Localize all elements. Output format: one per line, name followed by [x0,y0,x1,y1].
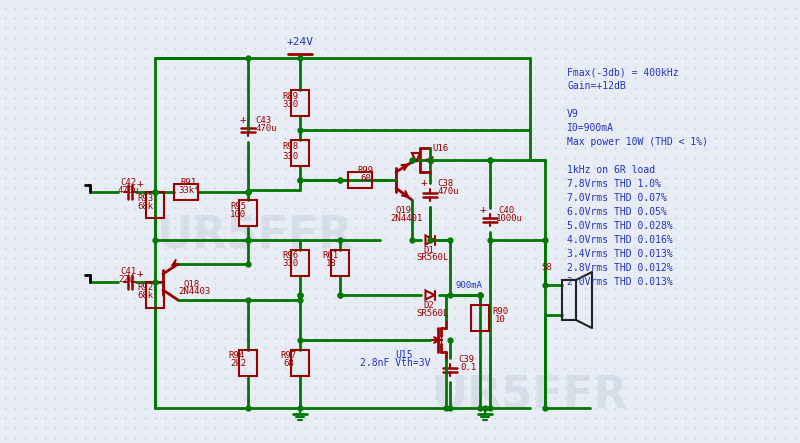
Text: R97: R97 [280,351,296,361]
Text: 3.4Vrms THD 0.013%: 3.4Vrms THD 0.013% [567,249,673,259]
Text: 2k2: 2k2 [230,360,246,369]
Text: 470u: 470u [437,187,458,195]
Text: +: + [137,179,143,189]
Bar [291,140,309,166]
Text: 330: 330 [282,100,298,109]
Text: 68k: 68k [137,202,153,210]
Text: 330: 330 [282,260,298,268]
Bar [471,305,489,331]
Bar [291,350,309,376]
Text: Q19: Q19 [395,206,411,214]
Text: U15: U15 [395,350,413,360]
Text: R90: R90 [492,307,508,315]
Text: V9: V9 [567,109,578,119]
Bar [562,280,576,320]
Text: 68: 68 [360,174,370,183]
Text: 1000u: 1000u [496,214,523,222]
Text: +: + [240,115,246,125]
Bar [174,184,198,200]
Text: 33k*: 33k* [178,186,199,194]
Text: 2.8Vrms THD 0.012%: 2.8Vrms THD 0.012% [567,263,673,273]
Text: +: + [421,178,427,188]
Text: 900mA: 900mA [455,280,482,289]
Text: 68k: 68k [137,291,153,300]
Bar [146,282,164,308]
Text: Max power 10W (THD < 1%): Max power 10W (THD < 1%) [567,137,708,147]
Text: 2.8nF Vth=3V: 2.8nF Vth=3V [360,358,430,368]
Text: 10: 10 [495,315,506,323]
Text: 5.0Vrms THD 0.028%: 5.0Vrms THD 0.028% [567,221,673,231]
Text: D1: D1 [423,245,434,254]
Text: UR5FFR: UR5FFR [432,373,628,416]
Text: 0.1: 0.1 [460,364,476,373]
Text: +: + [480,205,486,215]
Text: R89: R89 [282,92,298,101]
Text: 68: 68 [283,360,294,369]
Text: 330: 330 [282,152,298,160]
Text: 7.0Vrms THD 0.07%: 7.0Vrms THD 0.07% [567,193,667,203]
Bar [331,250,349,276]
Text: C43: C43 [255,116,271,124]
Text: SR560L: SR560L [416,253,448,263]
Text: 18: 18 [326,260,337,268]
Text: R93: R93 [137,194,153,202]
Text: R61: R61 [322,252,338,260]
Text: C42: C42 [120,178,136,187]
Text: R96: R96 [282,252,298,260]
Text: 470u: 470u [255,124,277,132]
Text: R95: R95 [230,202,246,210]
Text: I0=900mA: I0=900mA [567,123,614,133]
Text: 4.0Vrms THD 0.016%: 4.0Vrms THD 0.016% [567,235,673,245]
Text: U16: U16 [432,144,448,152]
Bar [348,172,372,188]
Text: 22u: 22u [118,276,134,284]
Text: +24V: +24V [286,37,314,47]
Bar [291,250,309,276]
Text: Q18: Q18 [183,280,199,288]
Text: 7.8Vrms THD 1.0%: 7.8Vrms THD 1.0% [567,179,661,189]
Text: 6.0Vrms THD 0.05%: 6.0Vrms THD 0.05% [567,207,667,217]
Bar [239,200,257,226]
Text: R99: R99 [357,166,373,175]
Text: Fmax(-3db) = 400kHz: Fmax(-3db) = 400kHz [567,67,678,77]
Bar [239,350,257,376]
Text: Gain=+12dB: Gain=+12dB [567,81,626,91]
Text: R98: R98 [282,141,298,151]
Text: D2: D2 [423,300,434,310]
Text: C38: C38 [437,179,453,187]
Text: C40: C40 [498,206,514,214]
Text: R94: R94 [228,351,244,361]
Text: 2N4403: 2N4403 [178,288,210,296]
Text: C41: C41 [120,268,136,276]
Text: R91: R91 [180,178,196,187]
Text: UR5FFR: UR5FFR [157,214,353,256]
Text: C39: C39 [458,355,474,365]
Text: 2.0Vrms THD 0.013%: 2.0Vrms THD 0.013% [567,277,673,287]
Bar [291,90,309,116]
Text: +: + [137,269,143,279]
Text: 470u: 470u [118,186,139,194]
Bar [146,192,164,218]
Text: SR560L: SR560L [416,308,448,318]
Text: 2N4401: 2N4401 [390,214,422,222]
Text: 1kHz on 6R load: 1kHz on 6R load [567,165,655,175]
Text: R92: R92 [137,284,153,292]
Text: S8: S8 [542,264,552,272]
Text: 100: 100 [230,210,246,218]
